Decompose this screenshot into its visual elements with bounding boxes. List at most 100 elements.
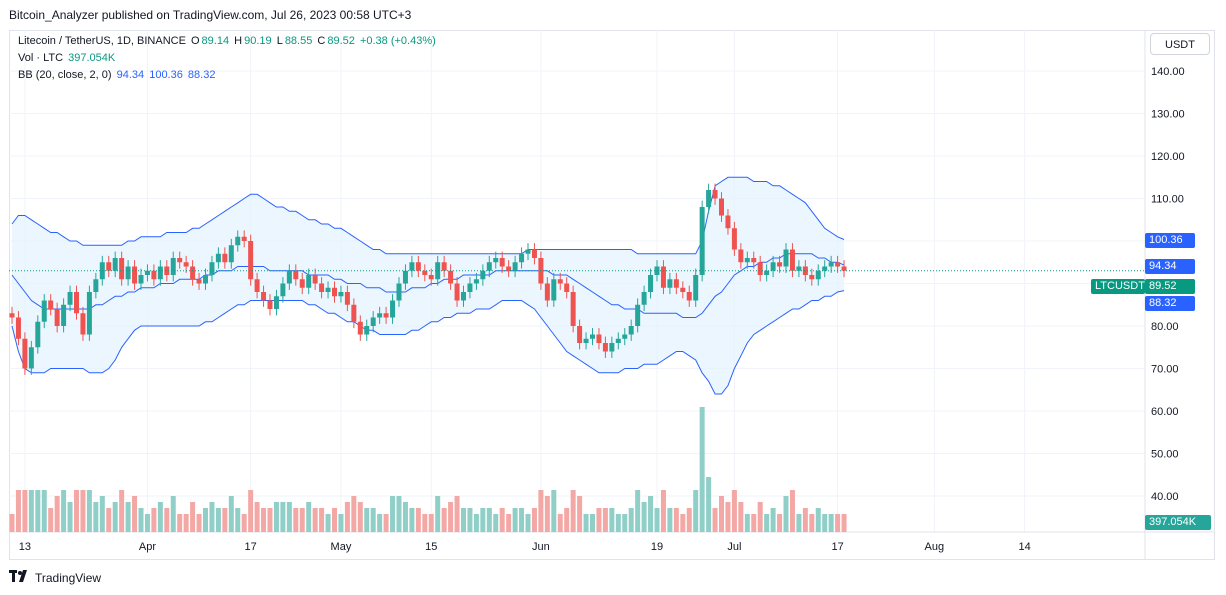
candle-body xyxy=(757,262,763,275)
candle-body xyxy=(499,258,505,267)
candle-body xyxy=(67,292,73,305)
volume-bar xyxy=(480,508,486,532)
candle-body xyxy=(796,266,802,271)
volume-bar xyxy=(770,508,776,532)
close-value: 89.52 xyxy=(327,35,355,47)
volume-bar xyxy=(177,514,183,532)
volume-bar xyxy=(660,490,666,532)
low-value: 88.55 xyxy=(284,35,313,47)
volume-price-label: 397.054K xyxy=(1145,515,1211,530)
volume-bar xyxy=(151,508,157,532)
volume-bar xyxy=(454,496,460,532)
candle-body xyxy=(183,262,189,267)
volume-bar xyxy=(396,496,402,532)
x-tick-label: 17 xyxy=(831,541,843,553)
x-tick-label: May xyxy=(331,541,352,553)
candle-body xyxy=(415,262,421,271)
volume-bar xyxy=(61,490,67,532)
last-price-label: 89.52 xyxy=(1145,279,1195,294)
y-tick-label: 50.00 xyxy=(1151,449,1179,461)
volume-bar xyxy=(822,514,828,532)
high-value: 90.19 xyxy=(244,35,272,47)
volume-legend: Vol · LTC 397.054K xyxy=(18,52,117,64)
candle-body xyxy=(551,279,557,301)
candle-body xyxy=(583,338,589,343)
volume-bar xyxy=(802,508,808,532)
candle-body xyxy=(557,279,563,284)
volume-bar xyxy=(699,407,705,532)
volume-bar xyxy=(267,508,273,532)
candle-body xyxy=(338,292,344,297)
candle-body xyxy=(241,236,247,241)
volume-label: Vol · LTC xyxy=(18,52,64,64)
volume-bar xyxy=(28,490,34,532)
volume-bar xyxy=(170,496,176,532)
volume-bar xyxy=(628,508,634,532)
candle-body xyxy=(261,292,267,301)
candle-body xyxy=(609,343,615,352)
volume-bar xyxy=(731,490,737,532)
volume-bar xyxy=(299,508,305,532)
candle-body xyxy=(170,258,176,275)
low-label: L xyxy=(276,35,283,47)
candle-body xyxy=(751,258,757,263)
candle-body xyxy=(222,253,228,263)
volume-bar xyxy=(280,502,286,532)
bb-lower-value: 88.32 xyxy=(187,69,216,81)
candle-body xyxy=(144,270,150,275)
volume-bar xyxy=(835,514,841,532)
volume-bar xyxy=(383,514,389,532)
volume-bar xyxy=(841,514,847,532)
volume-bar xyxy=(783,496,789,532)
volume-bar xyxy=(506,514,512,532)
candle-body xyxy=(686,292,692,301)
volume-bar xyxy=(273,502,279,532)
volume-bar xyxy=(312,508,318,532)
volume-bar xyxy=(402,502,408,532)
candle-body xyxy=(61,304,67,326)
candle-body xyxy=(370,317,376,326)
currency-button[interactable]: USDT xyxy=(1150,33,1210,55)
candle-body xyxy=(770,262,776,271)
candle-body xyxy=(519,253,525,263)
volume-bar xyxy=(519,508,525,532)
candle-body xyxy=(783,249,789,267)
volume-bar xyxy=(35,490,41,532)
candle-body xyxy=(402,270,408,284)
high-label: H xyxy=(234,35,243,47)
volume-bar xyxy=(351,496,357,532)
volume-bar xyxy=(106,508,112,532)
candle-body xyxy=(35,321,41,348)
volume-bar xyxy=(796,514,802,532)
candle-body xyxy=(267,300,273,309)
volume-bar xyxy=(789,490,795,532)
volume-bar xyxy=(215,508,221,532)
volume-bar xyxy=(473,514,479,532)
chart-frame xyxy=(9,30,1215,560)
volume-bar xyxy=(596,508,602,532)
candle-body xyxy=(196,279,202,284)
volume-bar xyxy=(499,508,505,532)
candle-body xyxy=(190,266,196,280)
y-tick-label: 110.00 xyxy=(1151,194,1184,206)
volume-bar xyxy=(390,496,396,532)
volume-bar xyxy=(377,514,383,532)
candle-body xyxy=(332,287,337,297)
volume-bar xyxy=(235,508,241,532)
volume-bar xyxy=(190,502,196,532)
volume-bar xyxy=(319,508,325,532)
y-tick-label: 40.00 xyxy=(1151,491,1179,503)
candle-body xyxy=(41,300,47,322)
candlestick-chart[interactable]: 140.00130.00120.00110.00100.0090.0080.00… xyxy=(9,30,1215,560)
volume-bar xyxy=(222,508,228,532)
volume-bar xyxy=(538,490,544,532)
volume-bar xyxy=(157,502,163,532)
y-tick-label: 130.00 xyxy=(1151,109,1185,121)
candle-body xyxy=(473,279,479,284)
volume-bar xyxy=(486,508,492,532)
candle-body xyxy=(512,262,518,271)
candle-body xyxy=(112,258,118,271)
bb-upper-price-label: 100.36 xyxy=(1145,233,1195,248)
candle-body xyxy=(622,334,628,339)
volume-bar xyxy=(415,508,421,532)
